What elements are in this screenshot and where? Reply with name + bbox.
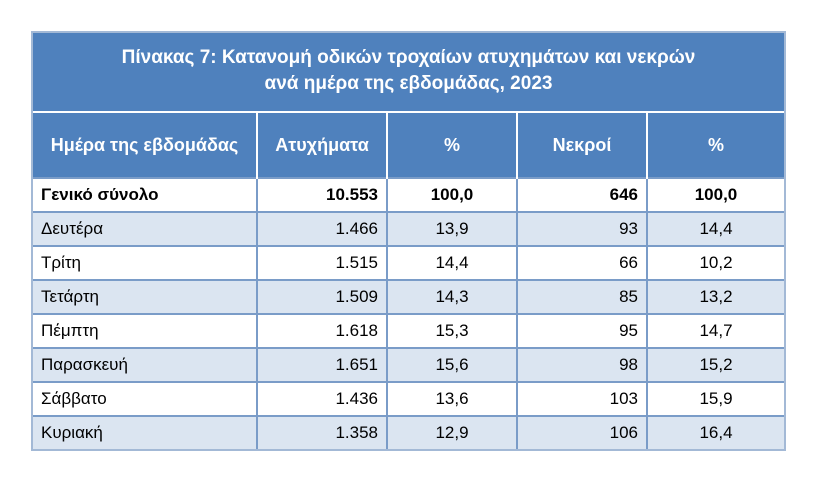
total-accidents-percent: 100,0 — [387, 177, 518, 212]
table-row: Σάββατο 1.436 13,6 103 15,9 — [33, 381, 784, 416]
day-cell: Δευτέρα — [33, 211, 258, 246]
table-row: Τετάρτη 1.509 14,3 85 13,2 — [33, 279, 784, 314]
day-cell: Τρίτη — [33, 245, 258, 280]
table-title-line-2: ανά ημέρα της εβδομάδας, 2023 — [264, 73, 553, 94]
accidents-percent-cell: 15,3 — [387, 313, 518, 348]
deaths-cell: 106 — [517, 415, 648, 449]
header-row: Ημέρα της εβδομάδας Ατυχήματα % Νεκροί % — [33, 113, 784, 178]
day-cell: Παρασκευή — [33, 347, 258, 382]
total-accidents: 10.553 — [257, 177, 388, 212]
column-header-deaths: Νεκροί — [517, 113, 648, 178]
table-title-line-1: Πίνακας 7: Κατανομή οδικών τροχαίων ατυχ… — [121, 47, 696, 68]
accidents-percent-cell: 14,3 — [387, 279, 518, 314]
deaths-cell: 98 — [517, 347, 648, 382]
column-header-deaths-percent: % — [647, 113, 784, 178]
column-header-accidents-percent: % — [387, 113, 518, 178]
deaths-cell: 66 — [517, 245, 648, 280]
deaths-percent-cell: 16,4 — [647, 415, 784, 449]
total-label: Γενικό σύνολο — [33, 177, 258, 212]
column-header-accidents: Ατυχήματα — [257, 113, 388, 178]
deaths-percent-cell: 15,9 — [647, 381, 784, 416]
deaths-percent-cell: 13,2 — [647, 279, 784, 314]
accidents-percent-cell: 13,9 — [387, 211, 518, 246]
deaths-cell: 85 — [517, 279, 648, 314]
total-deaths: 646 — [517, 177, 648, 212]
deaths-cell: 103 — [517, 381, 648, 416]
accidents-cell: 1.618 — [257, 313, 388, 348]
table-container: Πίνακας 7: Κατανομή οδικών τροχαίων ατυχ… — [31, 31, 786, 451]
accidents-cell: 1.436 — [257, 381, 388, 416]
column-header-day: Ημέρα της εβδομάδας — [33, 113, 258, 178]
total-deaths-percent: 100,0 — [647, 177, 784, 212]
deaths-percent-cell: 15,2 — [647, 347, 784, 382]
deaths-cell: 93 — [517, 211, 648, 246]
accidents-percent-cell: 13,6 — [387, 381, 518, 416]
deaths-percent-cell: 14,7 — [647, 313, 784, 348]
accidents-percent-cell: 14,4 — [387, 245, 518, 280]
accidents-cell: 1.509 — [257, 279, 388, 314]
total-row: Γενικό σύνολο 10.553 100,0 646 100,0 — [33, 177, 784, 212]
data-table: Ημέρα της εβδομάδας Ατυχήματα % Νεκροί %… — [33, 113, 784, 449]
day-cell: Σάββατο — [33, 381, 258, 416]
deaths-percent-cell: 10,2 — [647, 245, 784, 280]
accidents-percent-cell: 12,9 — [387, 415, 518, 449]
accidents-cell: 1.515 — [257, 245, 388, 280]
day-cell: Πέμπτη — [33, 313, 258, 348]
table-row: Παρασκευή 1.651 15,6 98 15,2 — [33, 347, 784, 382]
table-row: Κυριακή 1.358 12,9 106 16,4 — [33, 415, 784, 449]
table-row: Τρίτη 1.515 14,4 66 10,2 — [33, 245, 784, 280]
table-row: Πέμπτη 1.618 15,3 95 14,7 — [33, 313, 784, 348]
deaths-percent-cell: 14,4 — [647, 211, 784, 246]
accidents-cell: 1.466 — [257, 211, 388, 246]
table-title: Πίνακας 7: Κατανομή οδικών τροχαίων ατυχ… — [33, 33, 784, 113]
accidents-cell: 1.358 — [257, 415, 388, 449]
deaths-cell: 95 — [517, 313, 648, 348]
day-cell: Τετάρτη — [33, 279, 258, 314]
table-row: Δευτέρα 1.466 13,9 93 14,4 — [33, 211, 784, 246]
day-cell: Κυριακή — [33, 415, 258, 449]
accidents-cell: 1.651 — [257, 347, 388, 382]
accidents-percent-cell: 15,6 — [387, 347, 518, 382]
